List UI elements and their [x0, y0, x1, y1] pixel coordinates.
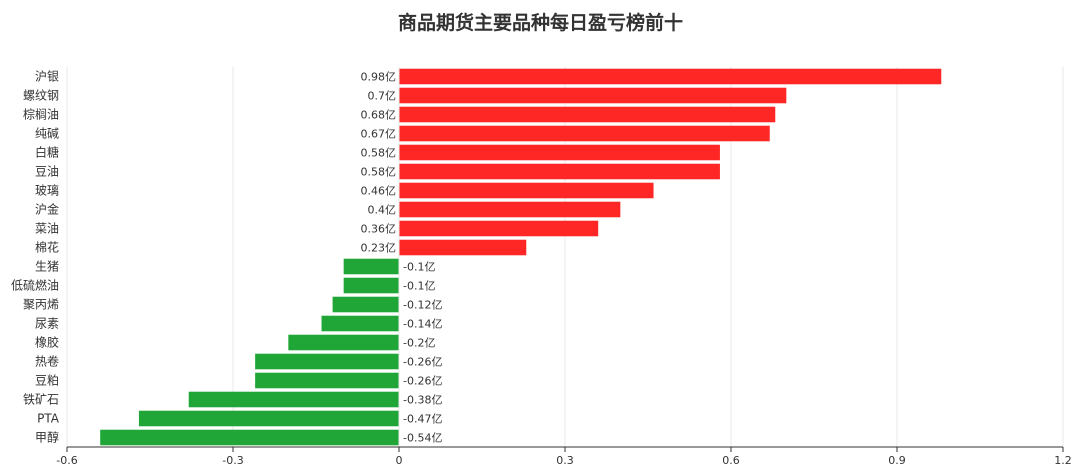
- category-label: 橡胶: [35, 335, 59, 350]
- axes: [66, 67, 1064, 452]
- bar: [399, 106, 776, 123]
- data-label: -0.54亿: [403, 432, 442, 445]
- category-label: 豆粕: [35, 373, 59, 388]
- grid-lines: [66, 67, 1064, 447]
- bar: [255, 353, 399, 370]
- bar: [255, 372, 399, 389]
- bar: [399, 220, 599, 237]
- category-label: 棉花: [35, 240, 59, 255]
- bar: [100, 429, 399, 446]
- data-label: 0.68亿: [361, 109, 397, 122]
- data-label: 0.36亿: [361, 223, 397, 236]
- category-label: 沪银: [35, 70, 59, 84]
- data-label: 0.46亿: [361, 185, 397, 198]
- category-label: PTA: [37, 412, 60, 426]
- bar: [399, 144, 720, 161]
- x-tick-label: 0.3: [556, 454, 574, 467]
- category-label: 螺纹钢: [23, 89, 59, 103]
- data-label: 0.67亿: [361, 128, 397, 141]
- category-label: 白糖: [35, 145, 59, 160]
- data-label: 0.4亿: [368, 204, 397, 217]
- bar: [138, 410, 399, 427]
- bar: [288, 334, 399, 351]
- x-tick-label: 0.9: [888, 454, 906, 467]
- data-label: 0.98亿: [361, 71, 397, 84]
- category-label: 纯碱: [35, 127, 59, 141]
- category-label: 热卷: [35, 354, 59, 369]
- x-tick-label: 1.2: [1054, 454, 1072, 467]
- bar: [399, 163, 720, 180]
- bar: [399, 239, 527, 256]
- bar: [399, 182, 654, 199]
- bar: [332, 296, 399, 313]
- x-tick-label: 0.6: [722, 454, 740, 467]
- data-label: -0.14亿: [403, 318, 442, 331]
- data-label: 0.58亿: [361, 166, 397, 179]
- bar: [188, 391, 399, 408]
- x-tick-label: -0.6: [56, 454, 77, 467]
- x-tick-label: 0: [396, 454, 403, 467]
- bar: [321, 315, 399, 332]
- category-label: 铁矿石: [23, 393, 59, 407]
- category-label: 聚丙烯: [23, 298, 59, 312]
- data-label: -0.47亿: [403, 413, 442, 426]
- data-label: 0.7亿: [368, 90, 397, 103]
- x-tick-label: -0.3: [222, 454, 243, 467]
- category-label: 棕榈油: [23, 107, 59, 122]
- data-label: -0.26亿: [403, 375, 442, 388]
- category-label: 低硫燃油: [11, 278, 59, 293]
- data-label: 0.58亿: [361, 147, 397, 160]
- bar: [399, 125, 770, 142]
- chart-title: 商品期货主要品种每日盈亏榜前十: [397, 12, 683, 34]
- category-label: 甲醇: [35, 430, 59, 445]
- bar: [343, 258, 399, 275]
- data-label: -0.2亿: [403, 337, 435, 350]
- category-label: 菜油: [35, 222, 59, 236]
- category-label: 玻璃: [35, 184, 59, 198]
- data-label: -0.26亿: [403, 356, 442, 369]
- data-label: -0.1亿: [403, 261, 435, 274]
- category-label: 尿素: [35, 317, 59, 331]
- data-label: -0.1亿: [403, 280, 435, 293]
- data-label: -0.12亿: [403, 299, 442, 312]
- bar: [399, 201, 621, 218]
- data-label: -0.38亿: [403, 394, 442, 407]
- bar: [343, 277, 399, 294]
- category-label: 生猪: [35, 260, 59, 274]
- category-label: 沪金: [35, 202, 59, 217]
- bar: [399, 68, 942, 85]
- bars: [100, 68, 942, 446]
- bar: [399, 87, 787, 104]
- category-label: 豆油: [35, 165, 59, 179]
- data-label: 0.23亿: [361, 242, 397, 255]
